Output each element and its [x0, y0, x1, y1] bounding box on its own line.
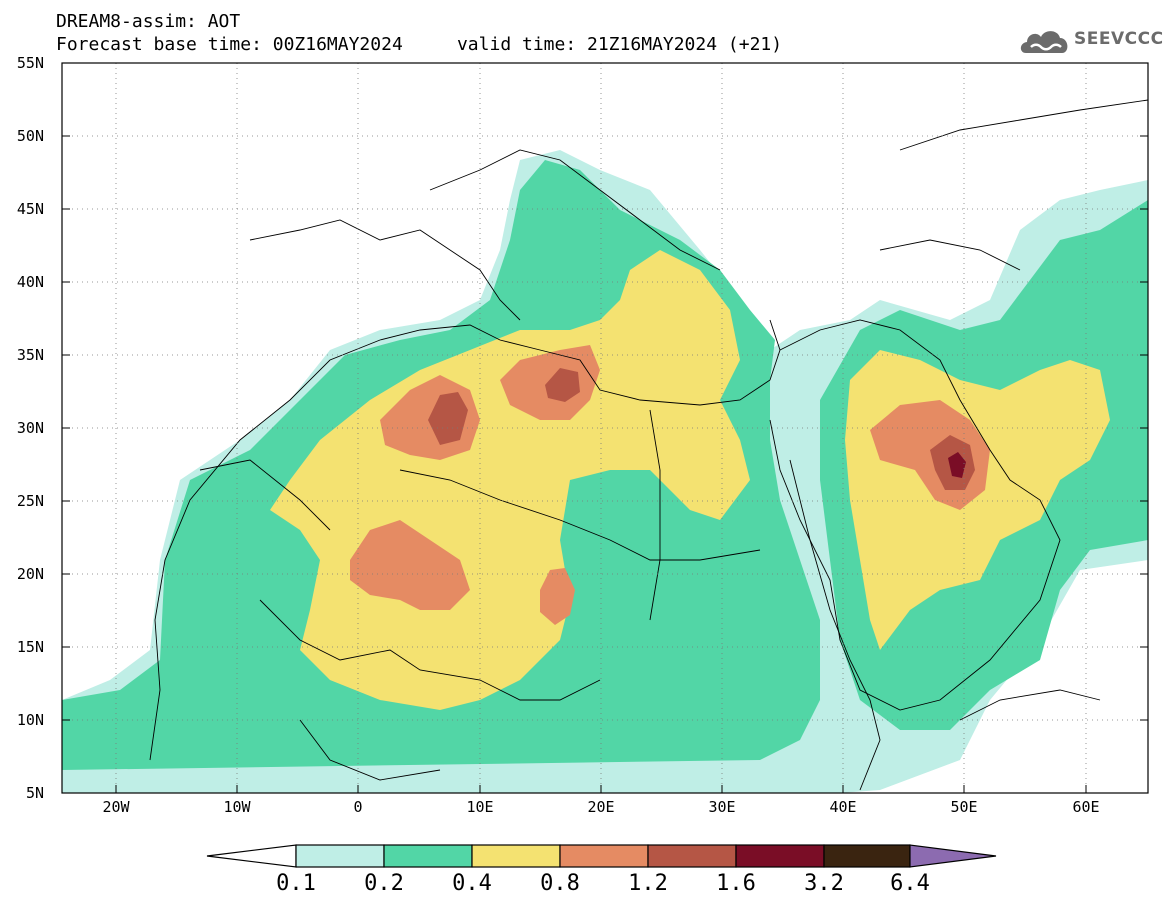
lat-label: 35N — [17, 346, 44, 364]
aot-band-1.2-algeria — [428, 392, 468, 445]
colorbar-labels: 0.1 0.2 0.4 0.8 1.2 1.6 3.2 6.4 — [276, 871, 930, 896]
lon-label: 30E — [708, 798, 735, 816]
grid-lines — [62, 63, 1148, 793]
colorbar-segment — [559, 844, 649, 868]
colorbar — [206, 844, 997, 868]
aot-field — [62, 63, 1148, 793]
colorbar-segment — [823, 844, 911, 868]
map-title: DREAM8-assim: AOT — [56, 11, 241, 32]
logo-text: SEEVCCC — [1074, 29, 1164, 49]
aot-band-0.8-niger — [350, 520, 470, 610]
lon-label: 20W — [102, 798, 130, 816]
colorbar-high-arrow — [909, 844, 997, 868]
lon-label: 20E — [587, 798, 614, 816]
coastlines — [149, 99, 1148, 791]
longitude-labels: 20W 10W 0 10E 20E 30E 40E 50E 60E — [102, 798, 1099, 816]
axis-ticks — [62, 62, 1148, 793]
lat-label: 10N — [17, 711, 44, 729]
lat-label: 50N — [17, 127, 44, 145]
lat-label: 45N — [17, 200, 44, 218]
colorbar-label: 0.2 — [364, 871, 404, 896]
colorbar-label: 3.2 — [804, 871, 844, 896]
lat-label: 5N — [26, 784, 44, 802]
aot-band-1.2-libya — [545, 368, 580, 402]
lat-label: 30N — [17, 419, 44, 437]
cloud-icon — [1020, 31, 1068, 53]
colorbar-segment — [735, 844, 825, 868]
colorbar-label: 1.2 — [628, 871, 668, 896]
lat-label: 15N — [17, 638, 44, 656]
seevccc-logo: SEEVCCC — [1018, 23, 1163, 57]
lon-label: 10E — [466, 798, 493, 816]
lon-label: 40E — [829, 798, 856, 816]
lat-label: 20N — [17, 565, 44, 583]
aot-band-1.6-gulf — [948, 452, 966, 478]
colorbar-segment — [647, 844, 737, 868]
colorbar-low-arrow — [206, 844, 297, 868]
lat-label: 40N — [17, 273, 44, 291]
lon-label: 50E — [950, 798, 977, 816]
colorbar-segment — [471, 844, 561, 868]
lon-label: 60E — [1072, 798, 1099, 816]
colorbar-segment — [383, 844, 473, 868]
aot-band-0.8-chad — [540, 568, 575, 625]
lon-label: 10W — [223, 798, 251, 816]
lat-label: 25N — [17, 492, 44, 510]
colorbar-label: 6.4 — [890, 871, 930, 896]
forecast-time-line: Forecast base time: 00Z16MAY2024 valid t… — [56, 34, 783, 55]
colorbar-label: 0.8 — [540, 871, 580, 896]
latitude-labels: 55N 50N 45N 40N 35N 30N 25N 20N 15N 10N … — [17, 54, 44, 802]
colorbar-label: 0.4 — [452, 871, 492, 896]
colorbar-segment — [295, 844, 385, 868]
lon-label: 0 — [353, 798, 362, 816]
colorbar-label: 0.1 — [276, 871, 316, 896]
colorbar-label: 1.6 — [716, 871, 756, 896]
lat-label: 55N — [17, 54, 44, 72]
